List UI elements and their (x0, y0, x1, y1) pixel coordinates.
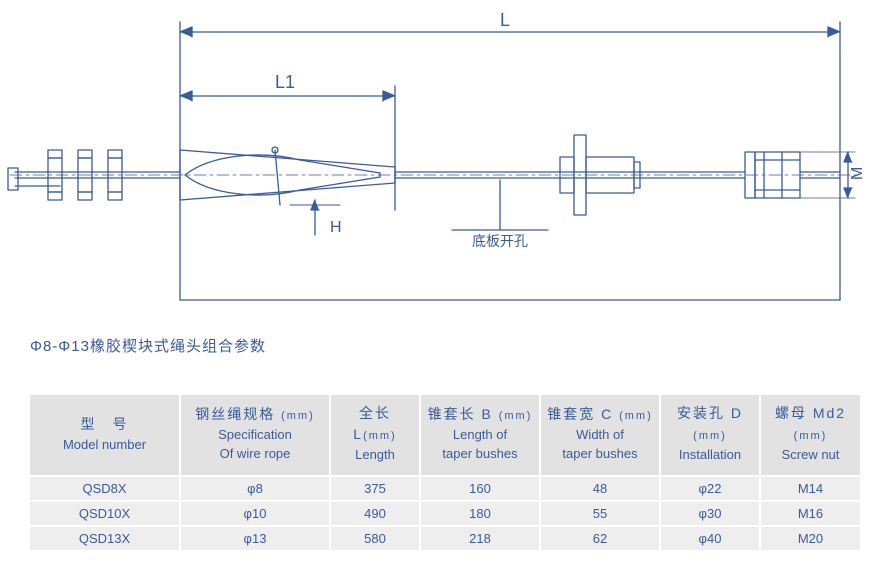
col-header-c: 锥套宽 C (mm) Width oftaper bushes (540, 395, 660, 476)
col-header-cn: 安装孔 D (677, 405, 743, 421)
col-header-en: SpecificationOf wire rope (185, 425, 325, 464)
col-header-en: Length (335, 445, 415, 465)
svg-text:M: M (849, 167, 866, 180)
table-row: QSD10Xφ1049018055φ30M16 (30, 501, 860, 526)
col-header-cn: 螺母 Md2 (775, 405, 846, 421)
parameter-table-wrap: 型 号 Model number 钢丝绳规格 (mm) Specificatio… (30, 395, 856, 552)
table-cell: 48 (540, 476, 660, 501)
col-header-en: Installation (665, 445, 755, 465)
col-header-en: Screw nut (765, 445, 856, 465)
technical-drawing: L L1 (0, 0, 876, 310)
svg-text:L1: L1 (275, 72, 295, 92)
col-header-unit: (mm) (619, 410, 653, 422)
col-header-length: 全长 L(mm) Length (330, 395, 420, 476)
table-row: QSD13Xφ1358021862φ40M20 (30, 526, 860, 551)
col-header-cn: 锥套长 B (428, 406, 493, 422)
table-cell: 180 (420, 501, 540, 526)
col-header-unit: (mm) (363, 430, 397, 442)
table-cell: φ8 (180, 476, 330, 501)
table-cell: 218 (420, 526, 540, 551)
col-header-spec: 钢丝绳规格 (mm) SpecificationOf wire rope (180, 395, 330, 476)
table-cell: QSD10X (30, 501, 180, 526)
table-cell: M14 (760, 476, 860, 501)
svg-text:L: L (500, 10, 510, 30)
col-header-cn: 钢丝绳规格 (195, 406, 275, 422)
table-cell: φ30 (660, 501, 760, 526)
col-header-en: Width oftaper bushes (545, 425, 655, 464)
section-title: Φ8-Φ13橡胶楔块式绳头组合参数 (30, 335, 266, 356)
col-header-cn: 锥套宽 C (547, 406, 613, 422)
table-cell: QSD8X (30, 476, 180, 501)
table-cell: 55 (540, 501, 660, 526)
col-header-md2: 螺母 Md2 (mm) Screw nut (760, 395, 860, 476)
table-cell: QSD13X (30, 526, 180, 551)
table-row: QSD8Xφ837516048φ22M14 (30, 476, 860, 501)
drawing-svg: L L1 (0, 0, 876, 310)
table-cell: 490 (330, 501, 420, 526)
col-header-cn: 型 号 (34, 414, 175, 435)
col-header-en: Model number (34, 435, 175, 455)
table-cell: M20 (760, 526, 860, 551)
col-header-en: Length oftaper bushes (425, 425, 535, 464)
title-text: Φ8-Φ13橡胶楔块式绳头组合参数 (30, 338, 266, 355)
col-header-unit: (mm) (794, 430, 828, 442)
table-header-row: 型 号 Model number 钢丝绳规格 (mm) Specificatio… (30, 395, 860, 476)
col-header-model: 型 号 Model number (30, 395, 180, 476)
table-cell: φ13 (180, 526, 330, 551)
col-header-unit: (mm) (499, 410, 533, 422)
table-cell: φ40 (660, 526, 760, 551)
col-header-unit: (mm) (693, 430, 727, 442)
table-cell: M16 (760, 501, 860, 526)
col-header-d: 安装孔 D (mm) Installation (660, 395, 760, 476)
col-header-unit: (mm) (281, 410, 315, 422)
table-cell: φ10 (180, 501, 330, 526)
parameter-table: 型 号 Model number 钢丝绳规格 (mm) Specificatio… (30, 395, 860, 552)
table-cell: 160 (420, 476, 540, 501)
table-cell: φ22 (660, 476, 760, 501)
table-cell: 62 (540, 526, 660, 551)
table-cell: 375 (330, 476, 420, 501)
svg-text:底板开孔: 底板开孔 (472, 233, 528, 249)
table-cell: 580 (330, 526, 420, 551)
svg-text:H: H (330, 219, 342, 236)
table-body: QSD8Xφ837516048φ22M14QSD10Xφ1049018055φ3… (30, 476, 860, 551)
col-header-b: 锥套长 B (mm) Length oftaper bushes (420, 395, 540, 476)
